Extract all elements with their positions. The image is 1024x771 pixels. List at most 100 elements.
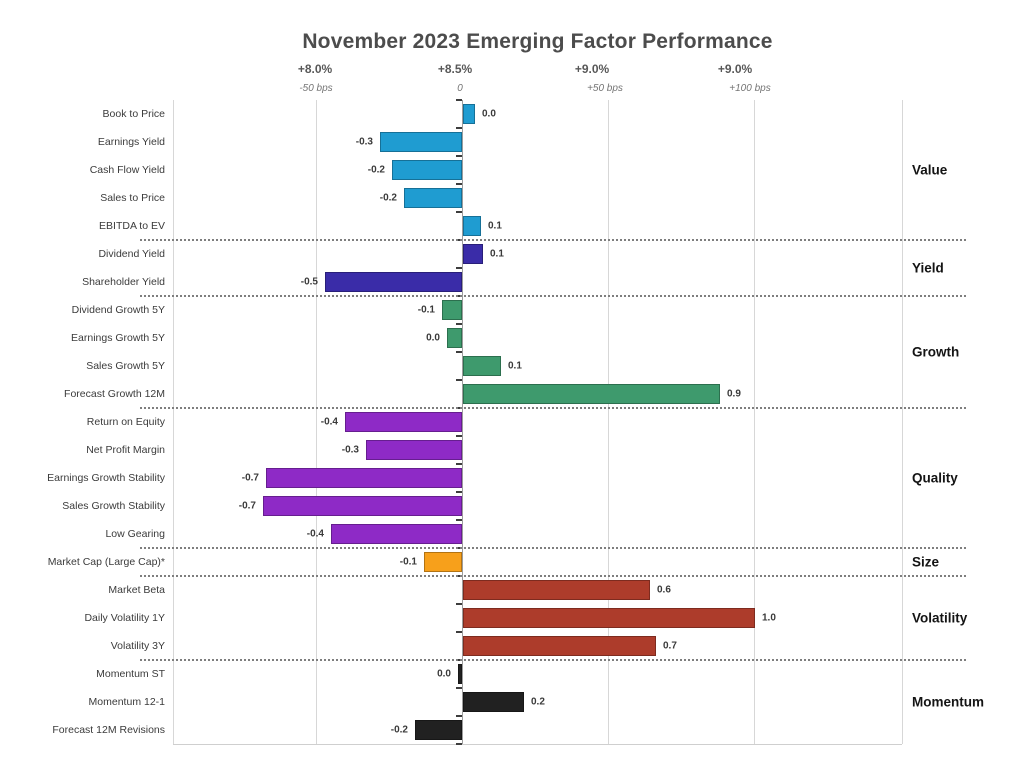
row-label-market-cap-large-cap: Market Cap (Large Cap)* [47, 556, 165, 568]
bar-momentum-st [458, 664, 462, 684]
axis-level-label-3: +9.0% [717, 62, 753, 76]
group-label-volatility: Volatility [912, 610, 968, 626]
group-separator-after-quality [140, 547, 966, 549]
bar-ebitda-to-ev [463, 216, 481, 236]
group-label-yield: Yield [912, 260, 944, 276]
group-label-quality: Quality [912, 470, 958, 486]
group-label-size: Size [912, 554, 940, 570]
row-label-dividend-growth-5y: Dividend Growth 5Y [71, 304, 165, 316]
plot-right-border [902, 100, 903, 744]
value-label-sales-growth-5y: 0.1 [508, 360, 522, 372]
axis-bps-label-0: -50 bps [299, 83, 333, 94]
axis-bps-label-1: 0 [457, 83, 463, 94]
value-label-low-gearing: -0.4 [306, 528, 324, 540]
axis-tick-18 [456, 603, 462, 605]
bar-sales-growth-5y [463, 356, 501, 376]
bar-market-beta [463, 580, 650, 600]
row-label-low-gearing: Low Gearing [105, 528, 165, 540]
bar-volatility-3y [463, 636, 656, 656]
group-label-value: Value [912, 162, 948, 178]
plot-left-border [173, 100, 174, 744]
value-label-earnings-yield: -0.3 [355, 136, 373, 148]
plot-bottom-border [173, 744, 902, 745]
axis-tick-23 [456, 743, 462, 745]
value-label-market-beta: 0.6 [657, 584, 671, 596]
bar-earnings-yield [380, 132, 462, 152]
axis-tick-2 [456, 155, 462, 157]
row-label-daily-volatility-1y: Daily Volatility 1Y [84, 612, 165, 624]
bar-earnings-growth-stability [266, 468, 462, 488]
bar-return-on-equity [345, 412, 462, 432]
group-separator-after-size [140, 575, 966, 577]
value-label-book-to-price: 0.0 [482, 108, 496, 120]
group-separator-after-volatility [140, 659, 966, 661]
axis-tick-9 [456, 351, 462, 353]
axis-tick-10 [456, 379, 462, 381]
value-label-forecast-growth-12m: 0.9 [727, 388, 741, 400]
row-label-momentum-12-1: Momentum 12-1 [88, 696, 165, 708]
row-label-book-to-price: Book to Price [102, 108, 165, 120]
value-label-earnings-growth-stability: -0.7 [241, 472, 259, 484]
bar-market-cap-large-cap [424, 552, 462, 572]
value-label-momentum-12-1: 0.2 [531, 696, 545, 708]
axis-tick-13 [456, 463, 462, 465]
row-label-sales-to-price: Sales to Price [100, 192, 165, 204]
gridline-50bps [608, 100, 609, 744]
value-label-forecast-12m-revisions: -0.2 [390, 724, 408, 736]
value-label-shareholder-yield: -0.5 [300, 276, 318, 288]
bar-earnings-growth-5y [447, 328, 462, 348]
axis-bps-label-3: +100 bps [729, 83, 771, 94]
axis-tick-19 [456, 631, 462, 633]
row-label-shareholder-yield: Shareholder Yield [82, 276, 165, 288]
axis-tick-22 [456, 715, 462, 717]
bar-low-gearing [331, 524, 462, 544]
bar-forecast-growth-12m [463, 384, 720, 404]
axis-tick-6 [456, 267, 462, 269]
value-label-cash-flow-yield: -0.2 [367, 164, 385, 176]
axis-tick-8 [456, 323, 462, 325]
axis-tick-14 [456, 491, 462, 493]
group-label-growth: Growth [912, 344, 960, 360]
group-separator-after-growth [140, 407, 966, 409]
row-label-forecast-12m-revisions: Forecast 12M Revisions [52, 724, 165, 736]
value-label-dividend-growth-5y: -0.1 [417, 304, 435, 316]
bar-sales-growth-stability [263, 496, 462, 516]
value-label-daily-volatility-1y: 1.0 [762, 612, 776, 624]
row-label-volatility-3y: Volatility 3Y [110, 640, 165, 652]
axis-level-label-0: +8.0% [297, 62, 333, 76]
row-label-earnings-growth-stability: Earnings Growth Stability [47, 472, 165, 484]
value-label-earnings-growth-5y: 0.0 [426, 332, 440, 344]
bar-shareholder-yield [325, 272, 462, 292]
axis-tick-0 [456, 99, 462, 101]
axis-tick-3 [456, 183, 462, 185]
axis-tick-15 [456, 519, 462, 521]
gridline--50bps [316, 100, 317, 744]
row-label-ebitda-to-ev: EBITDA to EV [99, 220, 165, 232]
bar-momentum-12-1 [463, 692, 524, 712]
value-label-momentum-st: 0.0 [437, 668, 451, 680]
value-label-net-profit-margin: -0.3 [341, 444, 359, 456]
bar-forecast-12m-revisions [415, 720, 462, 740]
value-label-volatility-3y: 0.7 [663, 640, 677, 652]
gridline-100bps [754, 100, 755, 744]
value-label-sales-growth-stability: -0.7 [238, 500, 256, 512]
value-label-return-on-equity: -0.4 [320, 416, 338, 428]
group-label-momentum: Momentum [912, 694, 984, 710]
row-label-return-on-equity: Return on Equity [86, 416, 165, 428]
bar-dividend-growth-5y [442, 300, 462, 320]
axis-level-label-1: +8.5% [437, 62, 473, 76]
row-label-sales-growth-stability: Sales Growth Stability [62, 500, 165, 512]
row-label-dividend-yield: Dividend Yield [98, 248, 165, 260]
row-label-sales-growth-5y: Sales Growth 5Y [86, 360, 165, 372]
bar-sales-to-price [404, 188, 462, 208]
row-label-earnings-yield: Earnings Yield [97, 136, 165, 148]
axis-tick-1 [456, 127, 462, 129]
group-separator-after-yield [140, 295, 966, 297]
value-label-sales-to-price: -0.2 [379, 192, 397, 204]
group-separator-after-value [140, 239, 966, 241]
bar-cash-flow-yield [392, 160, 462, 180]
value-label-ebitda-to-ev: 0.1 [488, 220, 502, 232]
bar-net-profit-margin [366, 440, 462, 460]
bar-book-to-price [463, 104, 475, 124]
